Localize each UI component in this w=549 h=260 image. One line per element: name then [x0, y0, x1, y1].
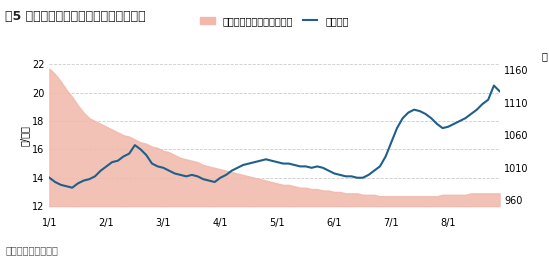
- Y-axis label: 元/公斤: 元/公斤: [19, 125, 29, 146]
- Y-axis label: 元: 元: [542, 51, 547, 61]
- Legend: 头均理论饲料成本（右轴）, 生猪价格: 头均理论饲料成本（右轴）, 生猪价格: [197, 12, 352, 30]
- Text: 图5 生猪价格及头均理论饲料成本走势图: 图5 生猪价格及头均理论饲料成本走势图: [5, 10, 146, 23]
- Text: 数据来源：卓创资讯: 数据来源：卓创资讯: [5, 245, 58, 255]
